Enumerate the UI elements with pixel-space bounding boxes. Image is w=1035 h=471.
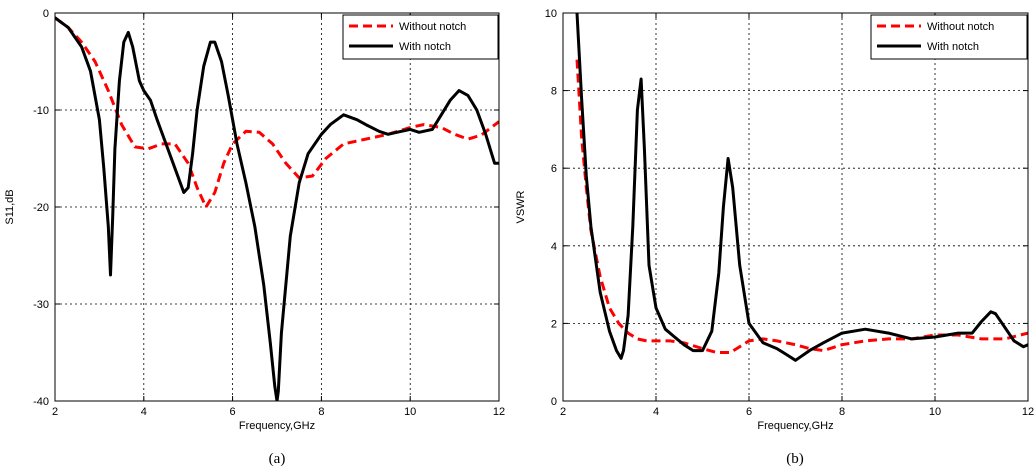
- axes-frame: [54, 12, 500, 402]
- x-tick-label: 8: [318, 406, 324, 418]
- figure-caption: (a): [269, 451, 286, 467]
- y-tick-label: 6: [551, 163, 557, 175]
- axes-frame: [562, 12, 1029, 402]
- y-tick-label: -20: [33, 202, 49, 214]
- x-tick-label: 8: [839, 406, 845, 418]
- x-tick-label: 10: [929, 406, 941, 418]
- y-tick-label: -40: [33, 396, 49, 408]
- series-line-with-notch: [55, 16, 499, 401]
- series-line-with-notch: [575, 13, 1028, 362]
- series-line-without-notch: [55, 16, 499, 209]
- y-tick-label: 10: [545, 8, 557, 20]
- chart-vswr: 2 4 6 8 10 120246810Frequency,GHzVSWRWithout …: [515, 8, 1034, 467]
- x-tick-label: 2: [52, 406, 58, 418]
- legend-box: [870, 14, 1028, 60]
- x-tick-label: 4: [141, 406, 147, 418]
- legend-label: With notch: [399, 41, 451, 53]
- legend-label: Without notch: [399, 21, 466, 33]
- x-tick-label: 2: [560, 406, 566, 418]
- x-axis-label: Frequency,GHz: [239, 420, 315, 432]
- y-tick-label: 2: [551, 318, 557, 330]
- x-tick-label: 10: [404, 406, 416, 418]
- legend-box: [342, 14, 499, 60]
- y-tick-label: 4: [551, 241, 557, 253]
- chart-s11: 2 4 6 8 10 12 -40 -30 -20 -10 0 Frequency,GHz S11,dB…: [4, 8, 505, 467]
- x-tick-label: 4: [653, 406, 659, 418]
- figure-caption: (b): [786, 451, 804, 467]
- y-tick-label: 8: [551, 86, 557, 98]
- y-tick-label: -10: [33, 105, 49, 117]
- y-tick-label: 0: [551, 396, 557, 408]
- x-tick-label: 6: [746, 406, 752, 418]
- y-axis-label: S11,dB: [4, 189, 16, 224]
- y-tick-label: -30: [33, 299, 49, 311]
- legend-label: With notch: [927, 41, 979, 53]
- x-axis-label: Frequency,GHz: [757, 420, 833, 432]
- x-tick-label: 12: [1022, 406, 1034, 418]
- x-tick-label: 6: [230, 406, 236, 418]
- legend-label: Without notch: [927, 21, 994, 33]
- y-axis-label: VSWR: [515, 190, 527, 223]
- y-tick-label: 0: [43, 8, 49, 20]
- x-tick-label: 12: [493, 406, 505, 418]
